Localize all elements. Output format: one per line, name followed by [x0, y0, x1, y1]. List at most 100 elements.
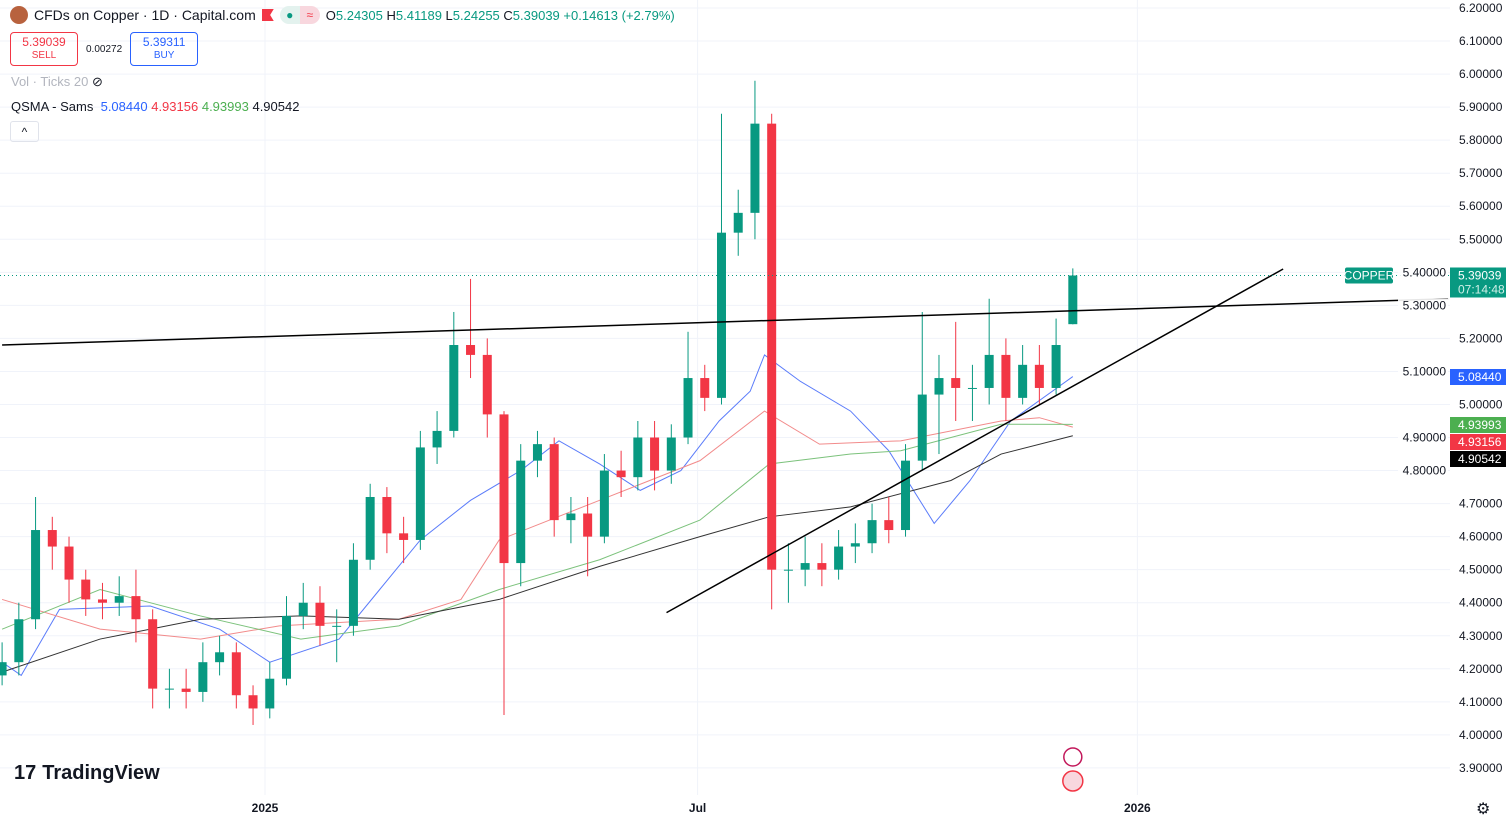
- settings-gear-icon[interactable]: ⚙: [1476, 801, 1491, 818]
- candle: [365, 483, 375, 570]
- sell-price: 5.39039: [22, 35, 66, 49]
- candle: [315, 586, 325, 646]
- candle: [834, 530, 844, 580]
- candle-body: [532, 444, 542, 461]
- economic-event-flag-icon: [1062, 770, 1084, 792]
- candle: [282, 596, 292, 686]
- candle: [14, 602, 24, 676]
- candle-body: [164, 688, 174, 690]
- ma-label-text: 4.93993: [1458, 418, 1502, 432]
- market-status[interactable]: ● ≈: [279, 6, 320, 24]
- tradingview-logo[interactable]: 17 TradingView: [14, 762, 160, 785]
- eye-off-icon[interactable]: ⊘: [91, 74, 103, 89]
- price-tick-label-bg: [1398, 364, 1448, 379]
- candle: [499, 411, 509, 716]
- candle-body: [265, 678, 275, 709]
- wave-icon: ≈: [299, 6, 320, 24]
- qsma-value: 4.93993: [201, 99, 249, 114]
- candle-body: [616, 470, 626, 478]
- candle: [716, 113, 726, 405]
- candle: [231, 642, 241, 709]
- candle: [466, 278, 476, 379]
- volume-indicator[interactable]: Vol · Ticks 20 ⊘: [11, 74, 103, 90]
- ma-label-bg: [1450, 451, 1506, 467]
- candle-body: [750, 123, 760, 213]
- candle-body: [516, 460, 526, 564]
- trendline: [2, 298, 1449, 346]
- candle: [783, 543, 793, 603]
- candle-body: [248, 695, 258, 709]
- price-tick-label: 5.00000: [1459, 397, 1503, 411]
- candle-body: [97, 599, 107, 603]
- earnings-event-icon: [1063, 747, 1083, 767]
- candle-body: [47, 530, 57, 547]
- price-tick-label-bg: [1398, 463, 1448, 478]
- candle-body: [1018, 364, 1028, 398]
- candle-body: [1068, 275, 1078, 325]
- time-tick-label: 2026: [1124, 801, 1151, 815]
- candle-body: [967, 387, 977, 389]
- candle-body: [64, 546, 74, 580]
- candle: [850, 523, 860, 564]
- flag-icon[interactable]: [261, 9, 274, 21]
- ma-price-label: 4.93993: [1450, 417, 1506, 433]
- candle: [1034, 345, 1044, 405]
- collapse-legend-button[interactable]: ^: [10, 121, 39, 142]
- price-tick-label-bg: [1398, 430, 1448, 445]
- candle-body: [783, 569, 793, 571]
- qsma-value: 5.08440: [100, 99, 148, 114]
- candle: [148, 609, 158, 709]
- candle-body: [365, 496, 375, 560]
- ma-label-bg: [1450, 434, 1506, 450]
- symbol-legend: CFDs on Copper · 1D · Capital.com ● ≈ O5.…: [10, 6, 675, 24]
- moving-average-line: [1, 354, 1074, 677]
- sell-button[interactable]: 5.39039 SELL: [10, 32, 78, 66]
- price-tick-label: 4.00000: [1459, 728, 1503, 742]
- candle: [415, 430, 425, 550]
- candle-body: [148, 619, 158, 689]
- tv-logo-icon: 17: [14, 762, 37, 784]
- candle-body: [683, 378, 693, 438]
- candle: [700, 364, 710, 412]
- candle: [248, 685, 258, 725]
- candle: [298, 582, 308, 630]
- candle: [81, 569, 91, 616]
- candle: [549, 437, 559, 537]
- candle: [917, 311, 927, 471]
- price-tick-label: 6.20000: [1459, 1, 1503, 15]
- candle: [666, 424, 676, 484]
- candle: [198, 642, 208, 702]
- moving-average-line: [1, 435, 1073, 673]
- candle: [114, 576, 124, 616]
- candle: [1051, 318, 1061, 395]
- candle: [1018, 345, 1028, 405]
- chart-title[interactable]: CFDs on Copper · 1D · Capital.com: [34, 7, 256, 23]
- candle-body: [984, 354, 994, 388]
- buy-label: BUY: [153, 50, 175, 61]
- candle-body: [466, 345, 476, 355]
- qsma-indicator[interactable]: QSMA - Sams 5.08440 4.93156 4.93993 4.90…: [11, 99, 299, 114]
- price-tick-label: 4.70000: [1459, 497, 1503, 511]
- candle-body: [800, 563, 810, 570]
- dot-icon: ●: [279, 6, 300, 24]
- spread: 0.00272: [86, 43, 123, 55]
- logo-text: TradingView: [42, 762, 160, 784]
- buy-button[interactable]: 5.39311 BUY: [130, 32, 199, 66]
- candle-body: [633, 437, 643, 478]
- candle-body: [499, 414, 509, 564]
- candle: [265, 662, 275, 719]
- candle: [215, 635, 225, 676]
- candle-body: [901, 460, 911, 531]
- price-tick-label: 4.80000: [1403, 464, 1447, 478]
- price-tick-label: 5.10000: [1403, 364, 1447, 378]
- candle: [683, 331, 693, 445]
- ma-label-text: 4.90542: [1458, 452, 1502, 466]
- candle: [800, 536, 810, 587]
- candle: [432, 411, 442, 464]
- ma-label-text: 4.93156: [1458, 435, 1502, 449]
- candle: [47, 516, 57, 570]
- candle-body: [650, 437, 660, 471]
- candle-body: [215, 652, 225, 663]
- price-tick-label: 4.40000: [1459, 596, 1503, 610]
